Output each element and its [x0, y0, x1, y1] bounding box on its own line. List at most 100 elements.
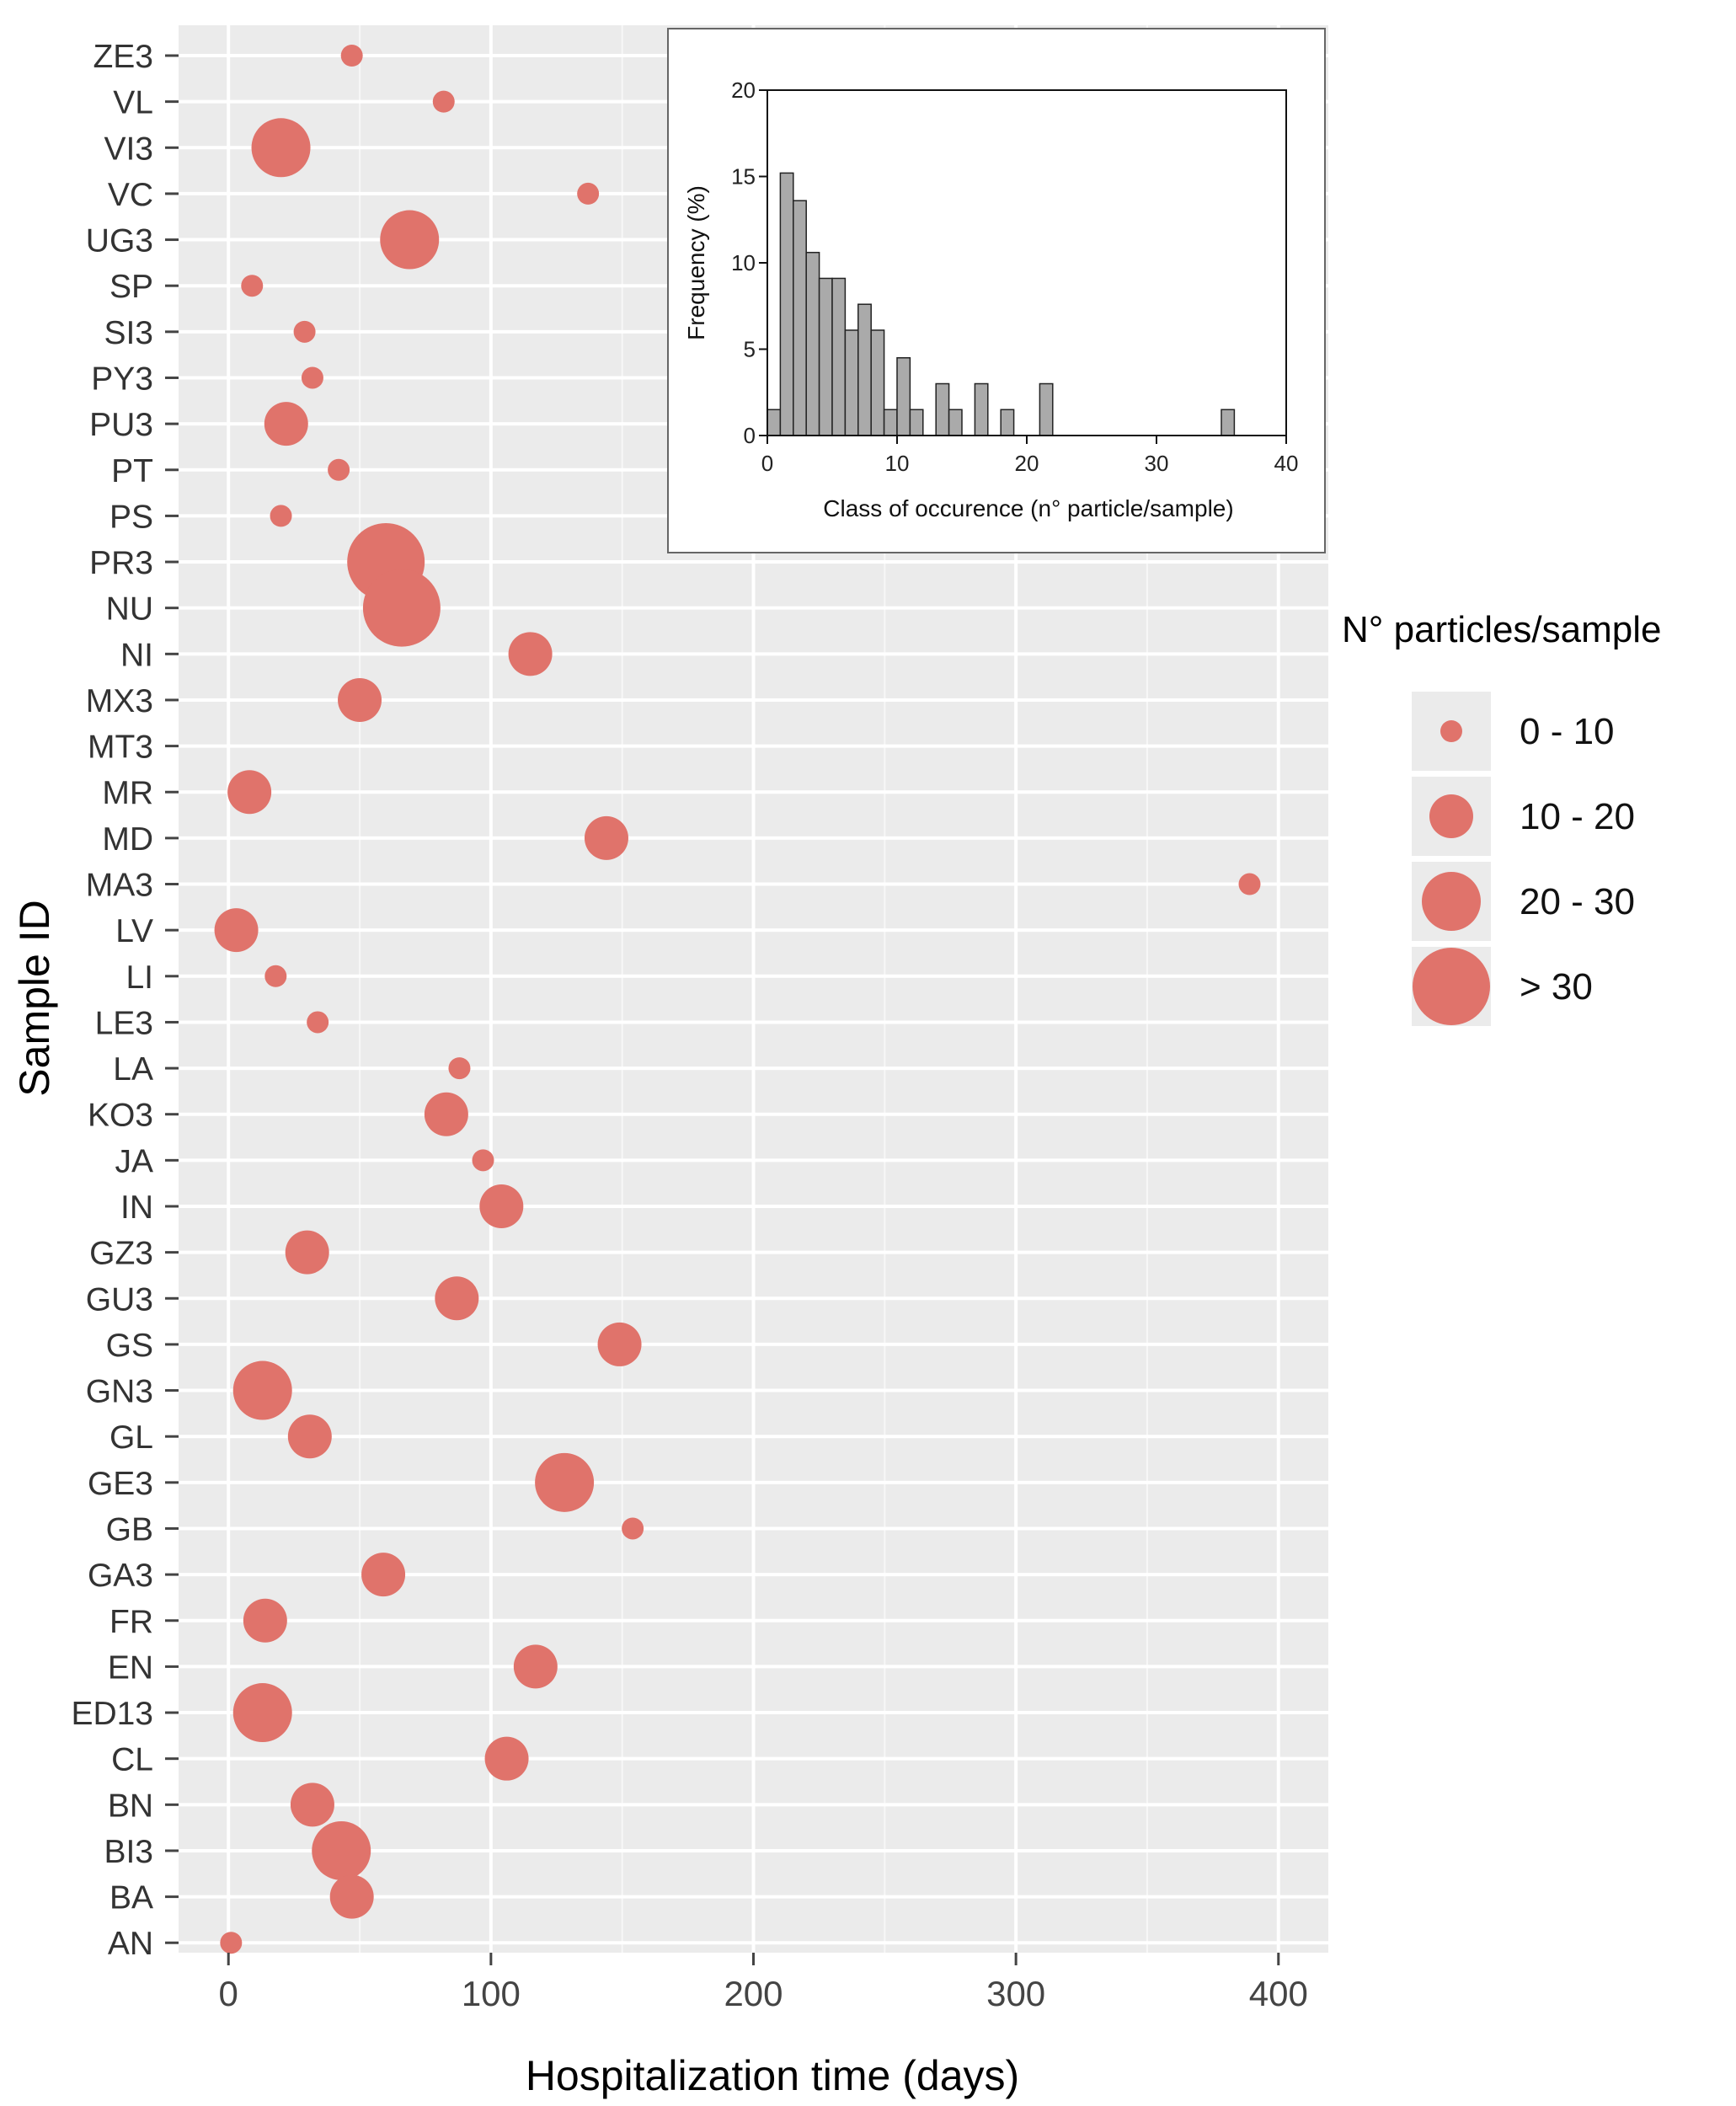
x-tick-label: 0	[219, 1974, 238, 2013]
data-point	[214, 908, 259, 953]
data-point	[432, 90, 455, 113]
y-tick-label: ZE3	[93, 39, 153, 75]
data-point	[361, 1553, 406, 1597]
y-tick-label: NI	[120, 637, 153, 673]
y-tick-label: KO3	[88, 1098, 153, 1134]
y-tick-label: PY3	[91, 361, 153, 397]
data-point	[329, 1874, 374, 1919]
data-point	[264, 965, 287, 987]
inset-y-tick-label: 20	[731, 78, 756, 103]
y-tick-label: FR	[110, 1604, 153, 1640]
y-tick-label: PT	[111, 453, 153, 489]
data-point	[290, 1783, 334, 1827]
y-tick-label: JA	[115, 1143, 153, 1179]
y-tick-label: GS	[106, 1328, 153, 1364]
histogram-bar	[779, 172, 794, 436]
legend-key-point	[1429, 794, 1473, 838]
y-tick-label: GZ3	[89, 1236, 153, 1272]
data-point	[472, 1149, 494, 1172]
y-tick-label: NU	[106, 591, 153, 628]
inset-x-tick-label: 40	[1274, 451, 1299, 476]
y-tick-label: MR	[102, 775, 153, 811]
y-tick-label: PR3	[89, 545, 153, 581]
y-tick-label: VC	[108, 177, 153, 213]
data-point	[287, 1414, 332, 1459]
y-tick-label: LV	[115, 913, 153, 949]
y-tick-label: MA3	[86, 868, 153, 904]
legend-label: 0 - 10	[1520, 711, 1615, 752]
inset-frame	[667, 28, 1326, 553]
histogram-bar	[909, 409, 924, 436]
histogram-bar	[1221, 409, 1236, 436]
histogram-bar	[870, 329, 885, 436]
histogram-bar	[935, 382, 950, 436]
inset-x-axis-title: Class of occurence (n° particle/sample)	[823, 495, 1233, 521]
x-axis-title: Hospitalization time (days)	[526, 2052, 1019, 2099]
inset-x-tick-label: 20	[1015, 451, 1039, 476]
histogram-bar	[857, 303, 872, 436]
inset-x-tick-label: 30	[1145, 451, 1169, 476]
legend-label: > 30	[1520, 966, 1593, 1008]
y-tick-label: GN3	[86, 1374, 153, 1410]
y-tick-label: BN	[108, 1788, 153, 1824]
data-point	[622, 1517, 644, 1540]
legend-title: N° particles/sample	[1342, 609, 1662, 650]
histogram-bar	[974, 382, 989, 436]
data-point	[597, 1322, 642, 1366]
data-point	[243, 1598, 287, 1643]
data-point	[584, 815, 628, 860]
data-point	[424, 1092, 468, 1136]
inset-y-tick-label: 15	[731, 164, 756, 190]
histogram-bar	[844, 329, 859, 436]
data-point	[338, 677, 382, 722]
y-tick-label: MX3	[86, 683, 153, 719]
data-point	[513, 1644, 558, 1689]
data-point	[380, 210, 440, 270]
data-point	[241, 275, 264, 297]
data-point	[312, 1820, 371, 1880]
data-point	[448, 1057, 471, 1080]
y-tick-label: PU3	[89, 407, 153, 443]
data-point	[328, 458, 350, 481]
inset-x-tick-label: 10	[885, 451, 910, 476]
histogram-bar	[1039, 382, 1054, 436]
x-tick-label: 200	[724, 1974, 783, 2013]
data-point	[232, 1683, 292, 1743]
y-tick-label: GE3	[88, 1466, 153, 1502]
inset-y-tick-label: 5	[744, 337, 756, 362]
inset-histogram: 0 5 10 15 20 0 10 20 30 40	[731, 78, 1298, 476]
data-point	[535, 1452, 595, 1512]
data-point	[307, 1011, 329, 1034]
y-tick-label: MT3	[88, 730, 153, 766]
histogram-bar	[818, 277, 833, 436]
legend-key-point	[1422, 872, 1481, 931]
y-tick-label: UG3	[86, 223, 153, 259]
x-tick-label: 100	[462, 1974, 521, 2013]
inset-x-tick-label: 0	[761, 451, 773, 476]
y-tick-label: PS	[110, 499, 153, 535]
data-point	[227, 770, 272, 815]
legend-label: 20 - 30	[1520, 881, 1635, 922]
histogram-bar	[793, 200, 807, 436]
y-tick-label: LA	[113, 1051, 153, 1088]
y-tick-label: BA	[110, 1880, 153, 1916]
y-tick-label: SI3	[104, 315, 153, 351]
data-point	[285, 1230, 329, 1275]
histogram-bar	[896, 357, 911, 436]
y-tick-label: BI3	[104, 1834, 153, 1870]
x-tick-label: 400	[1249, 1974, 1308, 2013]
data-point	[251, 118, 311, 178]
data-point	[362, 569, 441, 647]
y-tick-label: ED13	[71, 1696, 153, 1732]
y-tick-label: AN	[108, 1926, 153, 1962]
histogram-bar	[805, 251, 820, 436]
y-tick-label: SP	[110, 269, 153, 305]
x-tick-label: 300	[986, 1974, 1045, 2013]
y-tick-label: EN	[108, 1649, 153, 1686]
data-point	[435, 1276, 479, 1321]
legend-key-point	[1413, 948, 1490, 1025]
data-point	[577, 182, 600, 205]
inset-y-tick-label: 0	[744, 423, 756, 448]
data-point	[479, 1184, 524, 1228]
